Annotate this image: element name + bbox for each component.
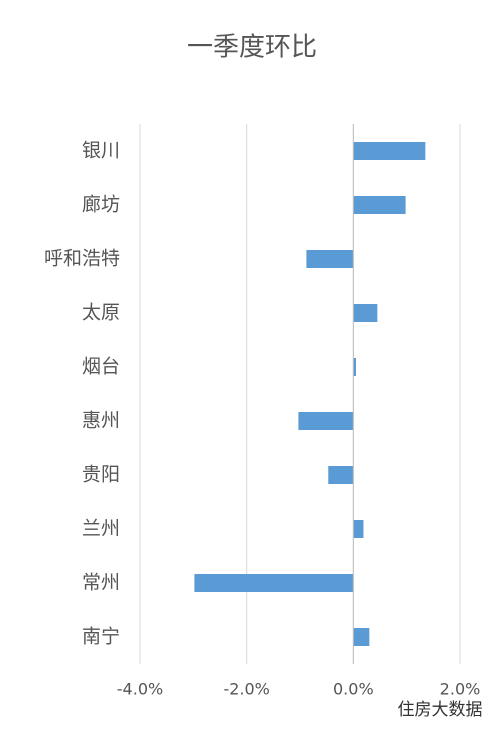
x-tick-label: 2.0% [440,680,481,699]
bar [194,574,354,592]
chart-title: 一季度环比 [187,33,317,63]
x-tick-label: 0.0% [333,680,374,699]
bar [353,358,356,376]
watermark: 住房大数据 [398,700,483,720]
x-tick-label: -4.0% [117,680,163,699]
x-tick-label: -2.0% [223,680,269,699]
y-tick-label: 贵阳 [82,464,120,486]
y-tick-label: 廊坊 [82,194,120,216]
bar [353,142,426,160]
bar [328,466,354,484]
y-tick-label: 常州 [82,572,120,594]
y-tick-label: 银川 [82,140,120,162]
bar [306,250,354,268]
y-tick-label: 惠州 [82,410,120,432]
bar [353,520,364,538]
bar [353,628,370,646]
bar [353,196,406,214]
y-tick-label: 烟台 [82,356,120,378]
bar [298,412,354,430]
y-tick-label: 兰州 [82,518,120,540]
bar [353,304,378,322]
y-tick-label: 呼和浩特 [44,248,120,270]
y-tick-label: 太原 [82,302,120,324]
y-tick-label: 南宁 [82,626,120,648]
